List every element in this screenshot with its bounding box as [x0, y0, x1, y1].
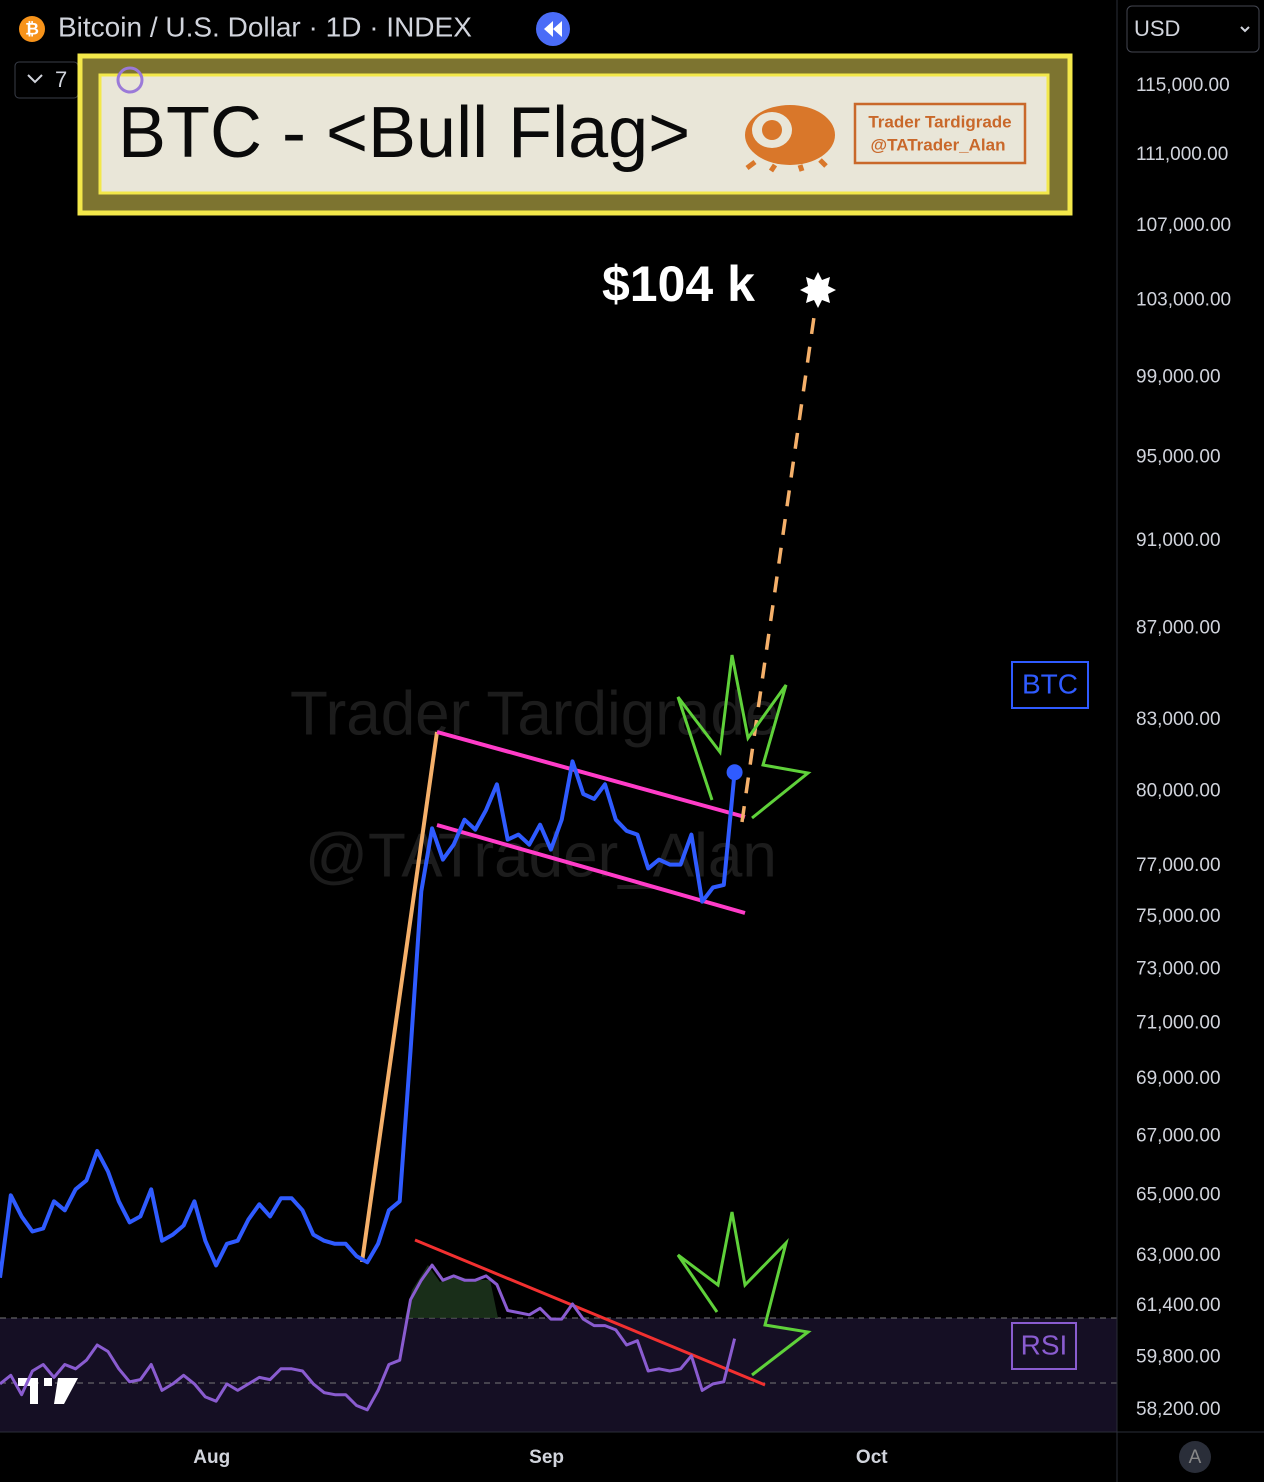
series-tag: BTC [1022, 668, 1078, 699]
y-tick-label: 87,000.00 [1136, 618, 1221, 639]
badge-line: @TATrader_Alan [871, 135, 1006, 154]
x-tick-label: Oct [856, 1447, 888, 1468]
target-label: $104 k [602, 256, 755, 312]
currency-select[interactable] [1126, 5, 1260, 53]
rsi-overbought-fill [405, 1265, 498, 1318]
badge-line: Trader Tardigrade [868, 112, 1011, 131]
bitcoin-glyph: ₿ [25, 19, 39, 38]
y-tick-label: 107,000.00 [1136, 215, 1231, 236]
symbol-title: Bitcoin / U.S. Dollar · 1D · INDEX [58, 11, 472, 42]
series-line [0, 759, 737, 1279]
banner-panel [98, 73, 1050, 195]
flag-lower [436, 823, 746, 915]
badge-box [853, 102, 1027, 165]
y-tick-label: 75,000.00 [1136, 906, 1221, 927]
last-price-dot [726, 764, 743, 781]
chevron [1240, 26, 1250, 33]
y-tick-label: 111,000.00 [1136, 144, 1228, 165]
y-tick-label: 63,000.00 [1136, 1245, 1221, 1266]
y-tick-label: 59,800.00 [1136, 1346, 1221, 1367]
chevron [27, 74, 43, 84]
bitcoin-icon [19, 16, 45, 42]
watermark: Trader Tardigrade [290, 679, 779, 748]
auto-scale: A [1189, 1447, 1202, 1468]
replay-icon [544, 21, 562, 37]
rsi-trendline [414, 1238, 766, 1387]
y-tick-label: 65,000.00 [1136, 1184, 1221, 1205]
series-tag: RSI [1021, 1329, 1068, 1360]
currency: USD [1134, 16, 1180, 41]
y-tick-label: 58,200.00 [1136, 1399, 1221, 1420]
flagpole [360, 731, 439, 1263]
rsi-pane [0, 1318, 1117, 1432]
y-tick-label: 95,000.00 [1136, 446, 1221, 467]
series-tag-box [1011, 661, 1089, 709]
indicator-toggle[interactable] [14, 61, 79, 99]
sync-icon [116, 66, 144, 94]
tradingview-logo [18, 1378, 78, 1404]
series-tag-box [1011, 1322, 1077, 1370]
y-tick-label: 71,000.00 [1136, 1013, 1221, 1034]
tardigrade-logo [745, 105, 835, 173]
rsi-burst [676, 1211, 812, 1377]
target-marker [800, 272, 836, 308]
y-tick-label: 115,000.00 [1136, 75, 1230, 96]
y-tick-label: 91,000.00 [1136, 530, 1221, 551]
y-tick-label: 80,000.00 [1136, 781, 1221, 802]
series-line [0, 1263, 737, 1412]
auto-scale-button[interactable] [1179, 1441, 1211, 1473]
banner-title: BTC - <Bull Flag> [118, 93, 690, 173]
flag-upper [436, 730, 746, 819]
y-tick-label: 99,000.00 [1136, 366, 1221, 387]
y-tick-label: 83,000.00 [1136, 709, 1221, 730]
y-tick-label: 73,000.00 [1136, 959, 1221, 980]
y-tick-label: 77,000.00 [1136, 855, 1221, 876]
y-tick-label: 67,000.00 [1136, 1125, 1221, 1146]
breakout-burst [676, 654, 812, 820]
x-tick-label: Aug [193, 1447, 230, 1468]
y-tick-label: 69,000.00 [1136, 1068, 1221, 1089]
y-tick-label: 61,400.00 [1136, 1295, 1221, 1316]
indicator-count: 7 [55, 67, 67, 92]
x-tick-label: Sep [529, 1447, 564, 1468]
y-tick-label: 103,000.00 [1136, 289, 1231, 310]
